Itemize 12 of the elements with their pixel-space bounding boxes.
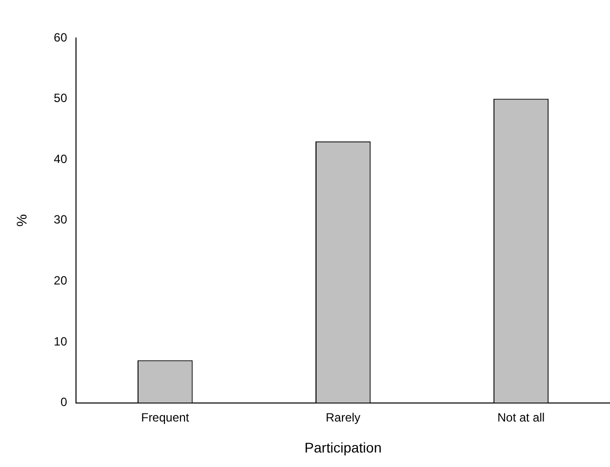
y-tick-label: 20 [54,274,68,288]
y-tick-label: 0 [60,395,68,410]
x-tick-label: Not at all [497,410,545,424]
y-tick-label: 40 [54,152,68,166]
y-tick-label: 10 [54,334,68,348]
x-tick-label: Rarely [326,410,360,424]
y-tick-label: 50 [54,91,68,106]
x-axis-title: Participation [304,439,382,456]
y-tick-label: 60 [54,30,68,44]
y-tick-label: 30 [54,212,68,227]
x-tick-label: Frequent [141,410,190,424]
y-axis-title: % [13,214,30,227]
